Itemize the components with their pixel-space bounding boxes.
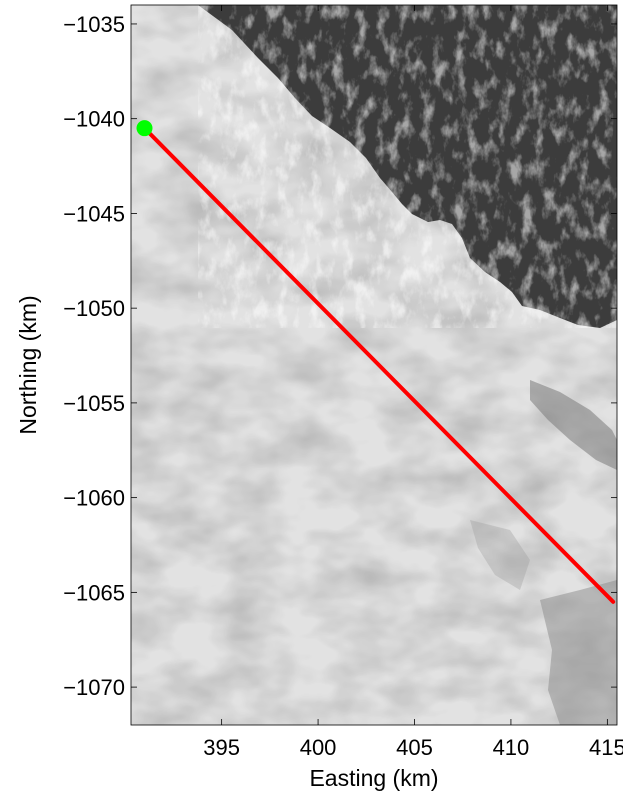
transect-line [142, 126, 616, 604]
terrain-patch [530, 380, 617, 470]
transect [136, 120, 616, 604]
y-tick-label: −1035 [63, 12, 125, 37]
x-tick-label: 415 [589, 735, 623, 760]
x-tick-label: 400 [300, 735, 337, 760]
x-tick-label: 395 [203, 735, 240, 760]
x-axis: 395 400 405 410 415 [203, 5, 623, 760]
y-axis-label: Northing (km) [15, 295, 41, 434]
y-tick-label: −1055 [63, 391, 125, 416]
y-tick-label: −1065 [63, 580, 125, 605]
terrain-patch [540, 580, 617, 725]
y-tick-label: −1045 [63, 201, 125, 226]
x-axis-label: Easting (km) [309, 765, 438, 791]
y-tick-label: −1050 [63, 296, 125, 321]
start-marker [136, 120, 153, 137]
plot-frame [130, 4, 618, 726]
y-axis: −1035 −1040 −1045 −1050 −1055 −1060 −1065 −1070 [63, 12, 617, 700]
x-tick-label: 410 [493, 735, 530, 760]
y-tick-label: −1040 [63, 107, 125, 132]
y-tick-label: −1070 [63, 675, 125, 700]
x-tick-label: 405 [396, 735, 433, 760]
satellite-image [131, 5, 617, 725]
y-tick-label: −1060 [63, 486, 125, 511]
